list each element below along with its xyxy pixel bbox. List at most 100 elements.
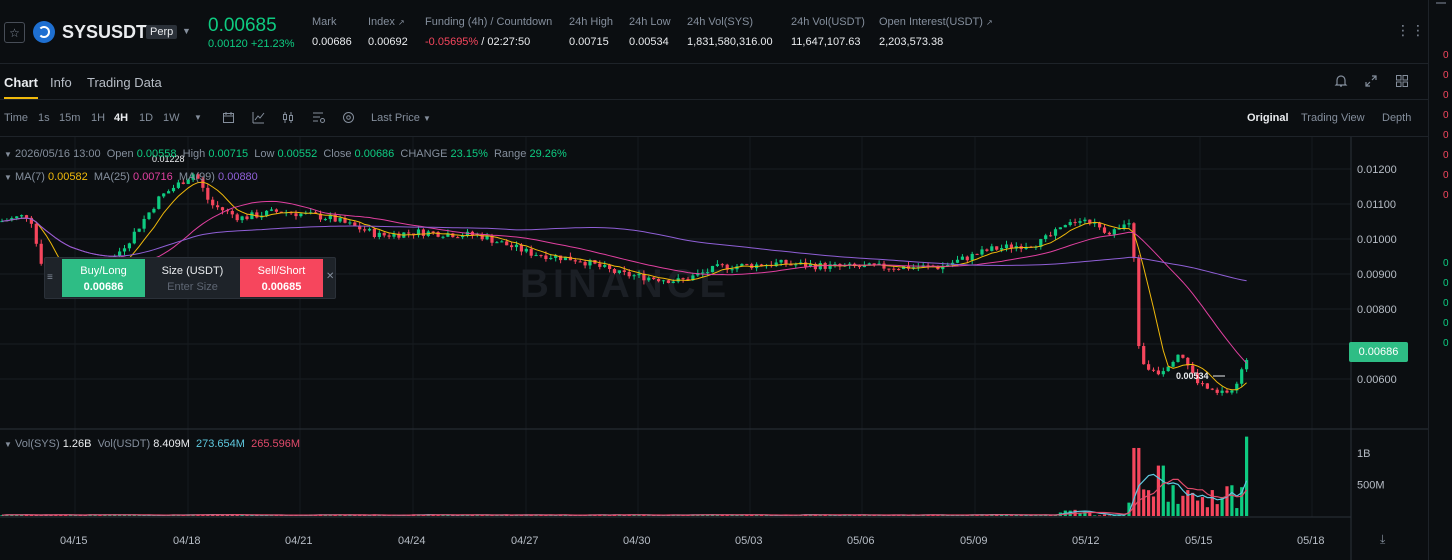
drag-handle-icon[interactable]: ≡ [47, 272, 53, 283]
price-type-select[interactable]: Last Price ▼ [371, 112, 431, 124]
favorite-star-icon[interactable]: ☆ [4, 22, 25, 43]
scroll-to-latest-icon[interactable]: ⤓ [1380, 532, 1386, 546]
candle-body [235, 214, 239, 221]
candle-body [1000, 248, 1004, 250]
bell-icon[interactable] [1332, 72, 1350, 90]
candle-body [946, 264, 950, 266]
view-original[interactable]: Original [1247, 112, 1289, 124]
candle-body [1181, 354, 1185, 358]
candle-body [671, 281, 675, 283]
candle-body [382, 232, 386, 236]
candle-body [142, 218, 146, 229]
candle-body [20, 215, 24, 217]
candle-body [186, 179, 190, 184]
volume-bar [230, 514, 234, 516]
candle-body [720, 264, 724, 266]
ohlc-legend: ▼ 2026/05/16 13:00 Open 0.00558 High 0.0… [4, 148, 567, 160]
candle-body [279, 211, 283, 213]
candle-body [323, 219, 327, 221]
candle-body [24, 215, 29, 218]
volume-bar [1034, 515, 1038, 516]
interval-1d[interactable]: 1D [139, 112, 154, 124]
gear-icon[interactable] [340, 109, 356, 125]
candle-body [191, 174, 195, 180]
time-axis: 04/15 04/18 04/21 04/24 04/27 04/30 05/03 05/06… [60, 535, 1325, 547]
candle-body [416, 229, 421, 236]
candle-body [857, 266, 862, 268]
candle-body [1004, 244, 1009, 249]
candle-body [544, 255, 548, 260]
candle-body [250, 212, 254, 220]
indicator-icon[interactable] [250, 109, 266, 125]
tab-chart[interactable]: Chart [4, 75, 38, 99]
layout-icon[interactable] [1393, 72, 1411, 90]
volume-bar [828, 515, 832, 516]
external-link-icon: ↗ [985, 18, 993, 27]
interval-1h[interactable]: 1H [91, 112, 106, 124]
candle-body [529, 248, 533, 256]
volume-bar [1098, 515, 1102, 516]
candle-body [642, 273, 646, 281]
candle-body [441, 236, 445, 238]
chevron-down-icon[interactable]: ▼ [182, 26, 191, 36]
order-book-fragment: 0 [1443, 278, 1449, 289]
tab-trading-data[interactable]: Trading Data [87, 75, 162, 90]
candle-body [1191, 365, 1195, 374]
candle-body [348, 222, 352, 224]
calendar-icon[interactable] [220, 109, 236, 125]
volume-bar [642, 515, 646, 516]
candle-body [490, 235, 494, 243]
stat-open-interest[interactable]: Open Interest(USDT) ↗ 2,203,573.38 [879, 16, 993, 48]
symbol-name[interactable]: SYSUSDT [62, 22, 148, 42]
moving-averages [1, 181, 1247, 391]
interval-dropdown-icon[interactable]: ▼ [194, 113, 202, 122]
chevron-down-icon: ▼ [422, 114, 431, 123]
candle-body [421, 229, 425, 236]
volume-bar [603, 515, 607, 516]
candle-body [201, 178, 205, 188]
view-trading-view[interactable]: Trading View [1301, 112, 1365, 124]
volume-bar [617, 515, 621, 516]
size-input[interactable]: Size (USDT) Enter Size [161, 265, 224, 293]
candle-body [167, 191, 171, 194]
interval-1w[interactable]: 1W [163, 112, 180, 124]
y-tick-label: 0.01000 [1357, 234, 1397, 246]
buy-long-button[interactable]: Buy/Long 0.00686 [62, 259, 145, 297]
candle-body [828, 264, 832, 269]
candle-body [505, 241, 509, 246]
volume-bar [338, 515, 342, 516]
sell-short-button[interactable]: Sell/Short 0.00685 [240, 259, 323, 297]
interval-15m[interactable]: 15m [59, 112, 81, 124]
candlestick-chart[interactable]: BINANCE 0.01200 0.01100 0.01000 0.00900 0.00… [0, 137, 1428, 560]
ellipsis-icon[interactable]: ⋮⋮ [1396, 22, 1426, 38]
candle-body [1215, 389, 1219, 393]
order-book-fragment: 0 [1443, 318, 1449, 329]
candle-body [1078, 221, 1082, 223]
interval-1s[interactable]: 1s [38, 112, 50, 124]
candle-body [1196, 373, 1200, 384]
volume-bar [480, 515, 484, 516]
candle-body [681, 278, 685, 280]
view-depth[interactable]: Depth [1382, 112, 1412, 124]
close-icon[interactable]: ✕ [326, 271, 335, 282]
candle-body [353, 222, 357, 226]
candle-body [985, 249, 989, 251]
candle-body [1200, 383, 1205, 385]
candle-body [225, 210, 229, 212]
interval-time[interactable]: Time [4, 112, 29, 124]
tab-info[interactable]: Info [50, 75, 72, 90]
volume-bar [39, 515, 43, 516]
stat-index[interactable]: Index ↗ 0.00692 [368, 16, 408, 48]
chart-type-icon[interactable] [280, 109, 296, 125]
candle-body [338, 217, 342, 222]
candle-body [995, 246, 999, 250]
interval-4h[interactable]: 4H [114, 112, 129, 124]
volume-bar [813, 515, 817, 516]
expand-icon[interactable] [1362, 72, 1380, 90]
volume-averages [1, 473, 1248, 516]
volume-bar [759, 515, 764, 516]
candle-body [343, 217, 347, 223]
volume-bar [206, 515, 210, 516]
settings-list-icon[interactable] [311, 109, 327, 125]
candle-body [1093, 222, 1097, 224]
